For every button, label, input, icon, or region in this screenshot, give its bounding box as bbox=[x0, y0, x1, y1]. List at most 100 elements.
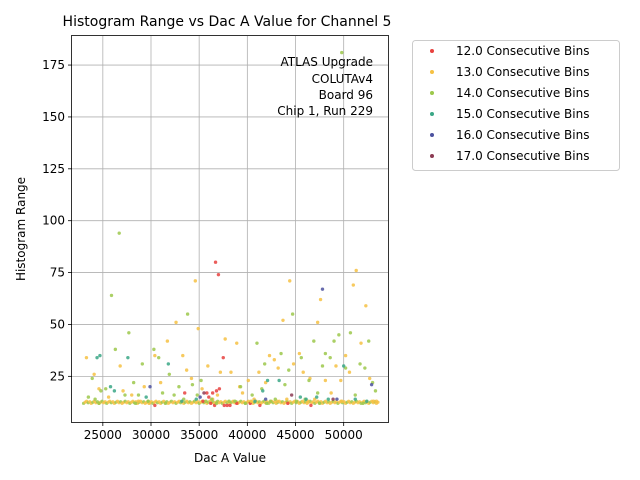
scatter-point-series-1 bbox=[374, 399, 379, 403]
scatter-point-series-2 bbox=[255, 341, 259, 345]
scatter-point-series-1 bbox=[315, 320, 320, 325]
scatter-point-series-2 bbox=[93, 397, 97, 401]
scatter-point-series-1 bbox=[246, 378, 251, 383]
scatter-point-series-2 bbox=[99, 389, 103, 393]
scatter-point-series-2 bbox=[283, 382, 287, 387]
scatter-point-series-2 bbox=[279, 351, 283, 356]
scatter-point-series-1 bbox=[142, 385, 146, 389]
plot-frame bbox=[71, 35, 389, 423]
scatter-point-series-2 bbox=[273, 397, 277, 401]
y-tick-label: 125 bbox=[42, 162, 65, 176]
scatter-point-series-2 bbox=[146, 399, 150, 403]
scatter-point-series-3 bbox=[315, 395, 319, 399]
scatter-point-series-1 bbox=[193, 279, 198, 283]
scatter-point-series-0 bbox=[201, 399, 205, 403]
scatter-point-series-1 bbox=[334, 364, 338, 368]
scatter-point-series-1 bbox=[229, 370, 233, 374]
scatter-point-series-1 bbox=[106, 395, 111, 399]
scatter-point-series-3 bbox=[277, 378, 281, 383]
scatter-point-series-2 bbox=[214, 401, 219, 406]
scatter-point-series-2 bbox=[294, 399, 299, 403]
scatter-point-series-3 bbox=[341, 364, 346, 368]
scatter-point-series-2 bbox=[337, 333, 341, 337]
scatter-point-series-2 bbox=[287, 368, 291, 372]
scatter-point-series-2 bbox=[167, 372, 172, 376]
scatter-point-series-4 bbox=[198, 395, 202, 399]
scatter-point-series-0 bbox=[258, 403, 262, 408]
y-tick-label: 175 bbox=[42, 58, 65, 72]
scatter-point-series-1 bbox=[276, 366, 280, 370]
scatter-point-series-2 bbox=[348, 331, 353, 335]
x-tick-label: 25000 bbox=[84, 428, 122, 442]
y-tick-label: 75 bbox=[50, 266, 65, 280]
y-ticks: 25 50 75 100 125 150 175 bbox=[42, 58, 72, 383]
scatter-point-series-1 bbox=[367, 376, 372, 381]
scatter-point-series-1 bbox=[206, 364, 210, 368]
scatter-point-series-1 bbox=[218, 370, 223, 374]
scatter-point-series-1 bbox=[181, 353, 185, 358]
scatter-point-series-1 bbox=[223, 337, 227, 341]
scatter-point-series-1 bbox=[189, 376, 194, 381]
x-tick-label: 50000 bbox=[325, 428, 363, 442]
scatter-point-series-3 bbox=[98, 353, 102, 358]
scatter-point-series-1 bbox=[301, 370, 305, 374]
scatter-point-series-0 bbox=[228, 403, 232, 408]
scatter-point-series-2 bbox=[323, 351, 328, 356]
scatter-point-series-1 bbox=[130, 393, 134, 397]
annotation-line-1: ATLAS Upgrade bbox=[280, 55, 373, 69]
scatter-point-series-3 bbox=[194, 397, 198, 401]
legend-frame bbox=[412, 40, 620, 171]
scatter-point-series-1 bbox=[364, 304, 368, 308]
scatter-point-series-2 bbox=[328, 355, 332, 360]
scatter-point-series-5 bbox=[202, 391, 206, 395]
scatter-point-series-2 bbox=[358, 362, 362, 366]
scatter-point-series-2 bbox=[113, 347, 118, 352]
legend-label: 14.0 Consecutive Bins bbox=[456, 86, 589, 100]
scatter-point-series-1 bbox=[92, 372, 96, 376]
scatter-point-series-2 bbox=[131, 380, 136, 385]
scatter-point-series-2 bbox=[264, 401, 269, 406]
scatter-point-series-2 bbox=[320, 364, 325, 368]
scatter-point-series-2 bbox=[332, 339, 336, 343]
scatter-point-series-1 bbox=[240, 391, 245, 395]
scatter-point-series-2 bbox=[315, 391, 320, 395]
scatter-point-series-3 bbox=[265, 378, 270, 383]
scatter-point-series-5 bbox=[331, 397, 335, 401]
scatter-point-series-2 bbox=[109, 293, 114, 298]
legend: 12.0 Consecutive Bins 13.0 Consecutive Bi… bbox=[412, 40, 620, 171]
scatter-point-series-3 bbox=[298, 395, 303, 399]
scatter-point-series-0 bbox=[214, 389, 219, 393]
scatter-point-series-3 bbox=[326, 397, 330, 401]
annotation-line-3: Board 96 bbox=[319, 88, 373, 102]
x-tick-label: 40000 bbox=[228, 428, 266, 442]
legend-marker bbox=[430, 49, 434, 53]
scatter-point-series-1 bbox=[359, 341, 363, 345]
scatter-point-series-0 bbox=[207, 395, 211, 399]
scatter-point-series-2 bbox=[363, 366, 367, 370]
scatter-point-series-1 bbox=[84, 355, 89, 360]
scatter-point-series-1 bbox=[200, 387, 204, 391]
chart-title: Histogram Range vs Dac A Value for Chann… bbox=[63, 14, 392, 30]
scatter-point-series-2 bbox=[157, 355, 161, 360]
legend-marker bbox=[430, 70, 434, 74]
scatter-point-series-3 bbox=[365, 399, 369, 403]
scatter-point-series-1 bbox=[118, 364, 122, 368]
scatter-point-series-2 bbox=[317, 401, 322, 406]
legend-label: 12.0 Consecutive Bins bbox=[456, 44, 589, 58]
scatter-point-series-0 bbox=[183, 391, 187, 395]
scatter-point-series-2 bbox=[367, 339, 371, 343]
x-axis-title: Dac A Value bbox=[194, 451, 266, 465]
x-tick-label: 30000 bbox=[132, 428, 170, 442]
scatter-point-series-1 bbox=[323, 378, 328, 383]
scatter-point-series-1 bbox=[297, 351, 302, 356]
scatter-point-series-0 bbox=[210, 391, 215, 395]
scatter-point-series-1 bbox=[288, 279, 292, 283]
scatter-point-series-1 bbox=[215, 393, 220, 397]
scatter-point-series-3 bbox=[95, 355, 99, 360]
scatter-point-series-2 bbox=[243, 401, 248, 406]
legend-label: 17.0 Consecutive Bins bbox=[456, 149, 589, 163]
scatter-point-series-0 bbox=[153, 403, 157, 408]
scatter-point-series-2 bbox=[209, 397, 214, 401]
scatter-point-series-2 bbox=[262, 362, 267, 366]
scatter-point-series-3 bbox=[180, 399, 184, 403]
